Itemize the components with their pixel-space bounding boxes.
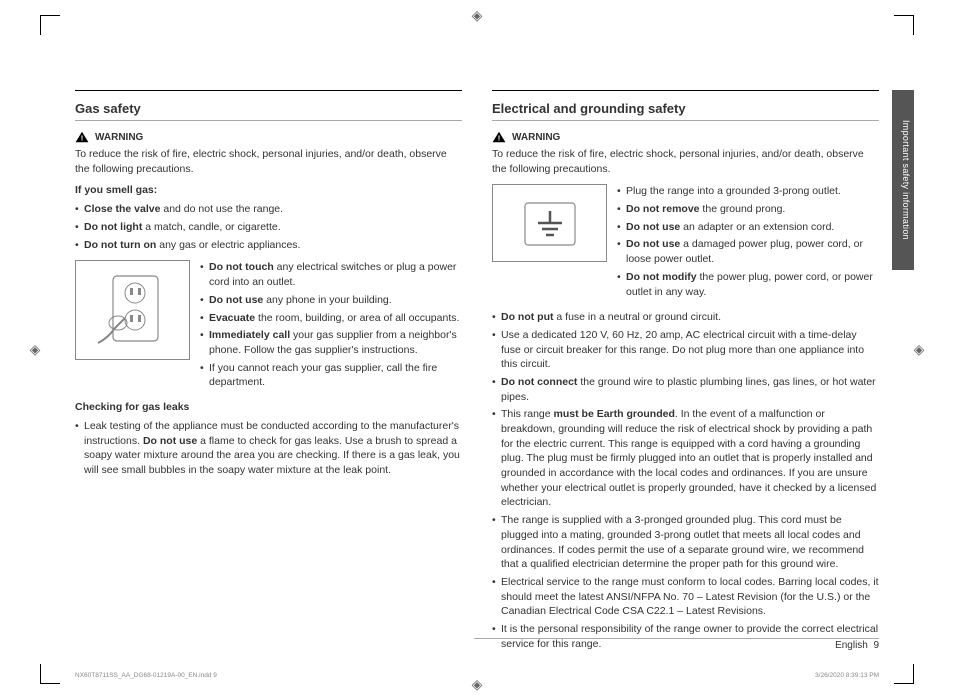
gas-list-2: Do not touch any electrical switches or …	[200, 260, 462, 393]
svg-text:!: !	[498, 134, 501, 143]
electrical-heading: Electrical and grounding safety	[492, 101, 879, 116]
right-column: Electrical and grounding safety ! WARNIN…	[492, 90, 879, 654]
warning-row-elec: ! WARNING	[492, 131, 879, 143]
warning-icon: !	[75, 131, 89, 143]
checking-leaks-heading: Checking for gas leaks	[75, 401, 462, 413]
left-column: Gas safety ! WARNING To reduce the risk …	[75, 90, 462, 654]
elec-list-2: Do not put a fuse in a neutral or ground…	[492, 310, 879, 651]
side-tab: Important safety information	[892, 90, 914, 270]
if-smell-gas-heading: If you smell gas:	[75, 184, 462, 196]
svg-text:!: !	[81, 134, 84, 143]
elec-list-1: Plug the range into a grounded 3-prong o…	[617, 184, 879, 302]
meta-timestamp: 3/26/2020 8:39:13 PM	[815, 672, 879, 679]
page-content: Important safety information Gas safety …	[75, 90, 879, 654]
gas-safety-heading: Gas safety	[75, 101, 462, 116]
page-footer: English 9	[835, 640, 879, 651]
warning-icon: !	[492, 131, 506, 143]
warning-label: WARNING	[512, 132, 560, 143]
meta-filename: NX60T8711SS_AA_DG68-01219A-00_EN.indd 9	[75, 672, 217, 679]
warning-row: ! WARNING	[75, 131, 462, 143]
gas-list-1: Close the valve and do not use the range…	[75, 202, 462, 252]
ground-illustration	[492, 184, 607, 262]
warning-text: To reduce the risk of fire, electric sho…	[75, 147, 462, 176]
warning-text-elec: To reduce the risk of fire, electric sho…	[492, 147, 879, 176]
leak-list: Leak testing of the appliance must be co…	[75, 419, 462, 478]
warning-label: WARNING	[95, 132, 143, 143]
outlet-illustration	[75, 260, 190, 360]
